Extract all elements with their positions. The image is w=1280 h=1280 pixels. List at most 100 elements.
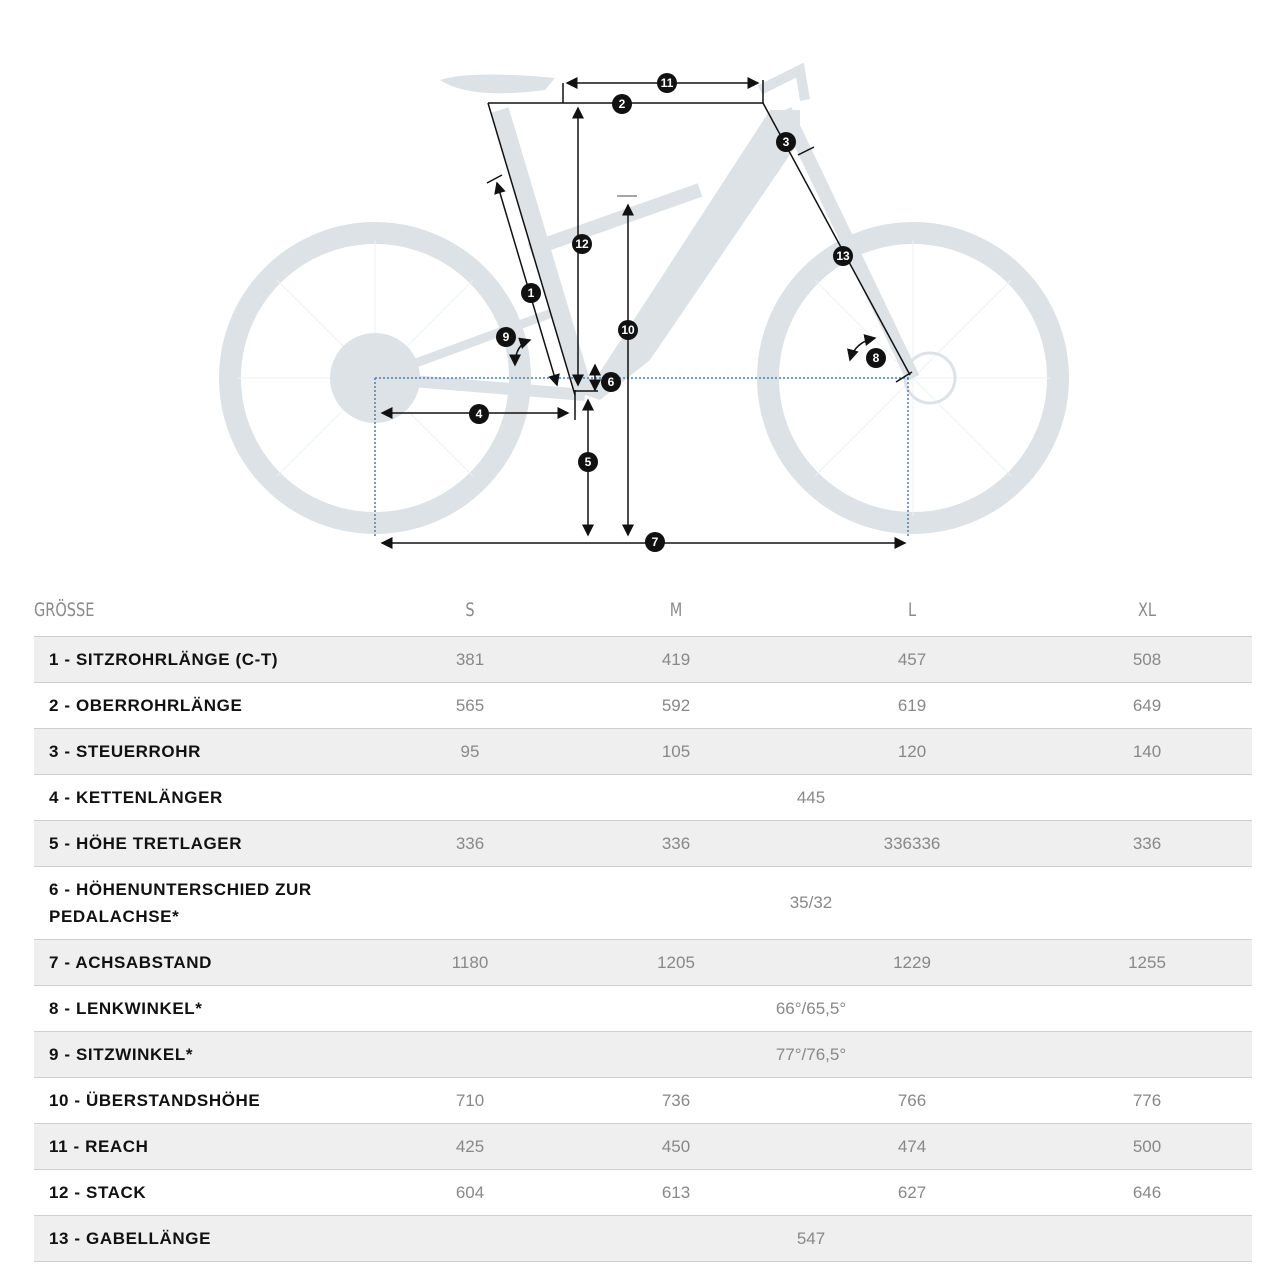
cell-value: 604 [370,1169,570,1216]
svg-text:5: 5 [585,455,592,469]
bike-geometry-diagram: 1 2 3 4 5 6 7 8 9 10 11 12 13 [219,62,1069,552]
svg-text:4: 4 [476,407,483,421]
table-row: 2 - OBERROHRLÄNGE 565 592 619 649 [34,682,1252,729]
cell-value: 457 [782,636,1042,683]
marker-9: 9 [496,327,516,347]
cell-value: 627 [782,1169,1042,1216]
marker-3: 3 [776,132,796,152]
cell-value: 1205 [570,939,782,986]
row-label: 4 - KETTENLÄNGER [34,774,370,821]
cell-value: 474 [782,1123,1042,1170]
cell-value: 1180 [370,939,570,986]
table-row: 7 - ACHSABSTAND 1180 1205 1229 1255 [34,939,1252,986]
size-header-label: GRÖSSE [34,599,95,621]
marker-11: 11 [657,73,677,93]
svg-text:6: 6 [608,375,615,389]
svg-text:11: 11 [661,76,674,90]
size-xl-header: XL [1137,599,1157,621]
table-row: 3 - STEUERROHR 95 105 120 140 [34,728,1252,775]
table-row: 8 - LENKWINKEL* 66°/65,5° [34,985,1252,1032]
marker-2: 2 [612,94,632,114]
table-row: 4 - KETTENLÄNGER 445 [34,774,1252,821]
row-label: 2 - OBERROHRLÄNGE [34,682,370,729]
marker-4: 4 [469,404,489,424]
row-label: 1 - SITZROHRLÄNGE (C-T) [34,636,370,683]
svg-text:8: 8 [873,351,880,365]
cell-value: 613 [570,1169,782,1216]
svg-text:12: 12 [575,237,589,251]
cell-value-all-sizes: 445 [370,774,1252,821]
size-s-header: S [465,599,475,621]
cell-value-all-sizes: 66°/65,5° [370,985,1252,1032]
svg-text:1: 1 [528,286,535,300]
row-label: 11 - REACH [34,1123,370,1170]
cell-value-all-sizes: 77°/76,5° [370,1031,1252,1078]
marker-7: 7 [645,532,665,552]
cell-value: 646 [1042,1169,1252,1216]
cell-value: 1255 [1042,939,1252,986]
svg-text:2: 2 [619,97,626,111]
marker-13: 13 [833,246,853,266]
row-label: 12 - STACK [34,1169,370,1216]
cell-value: 336 [370,820,570,867]
cell-value: 419 [570,636,782,683]
table-row: 9 - SITZWINKEL* 77°/76,5° [34,1031,1252,1078]
row-label: 7 - ACHSABSTAND [34,939,370,986]
table-row: 5 - HÖHE TRETLAGER 336 336 336336 336 [34,820,1252,867]
cell-value: 508 [1042,636,1252,683]
cell-value: 776 [1042,1077,1252,1124]
table-row: 10 - ÜBERSTANDSHÖHE 710 736 766 776 [34,1077,1252,1124]
bike-frame [585,110,800,400]
row-label: 9 - SITZWINKEL* [34,1031,370,1078]
cell-value: 140 [1042,728,1252,775]
cell-value-all-sizes: 35/32 [370,866,1252,940]
row-label: 6 - HÖHENUNTERSCHIED ZUR PEDALACHSE* [34,866,370,940]
cell-value: 450 [570,1123,782,1170]
cell-value: 336336 [782,820,1042,867]
cell-value-all-sizes: 547 [370,1215,1252,1262]
table-row: 6 - HÖHENUNTERSCHIED ZUR PEDALACHSE* 35/3… [34,866,1252,940]
bike-silhouette [219,62,1069,534]
marker-10: 10 [618,320,638,340]
marker-5: 5 [578,452,598,472]
size-m-header: M [669,599,683,621]
svg-text:10: 10 [621,323,635,337]
size-l-header: L [907,599,917,621]
row-label: 3 - STEUERROHR [34,728,370,775]
cell-value: 381 [370,636,570,683]
svg-text:9: 9 [503,330,510,344]
marker-1: 1 [521,283,541,303]
row-label: 5 - HÖHE TRETLAGER [34,820,370,867]
cell-value: 710 [370,1077,570,1124]
cell-value: 95 [370,728,570,775]
table-header: GRÖSSE S M L XL [34,584,1252,637]
geometry-table: GRÖSSE S M L XL 1 - SITZROHRLÄNGE (C-T) 3… [34,584,1252,1262]
cell-value: 120 [782,728,1042,775]
cell-value: 500 [1042,1123,1252,1170]
cell-value: 336 [570,820,782,867]
marker-8: 8 [866,348,886,368]
row-label: 10 - ÜBERSTANDSHÖHE [34,1077,370,1124]
cell-value: 649 [1042,682,1252,729]
row-label: 8 - LENKWINKEL* [34,985,370,1032]
cell-value: 425 [370,1123,570,1170]
svg-text:3: 3 [783,135,790,149]
table-row: 11 - REACH 425 450 474 500 [34,1123,1252,1170]
cell-value: 592 [570,682,782,729]
svg-text:13: 13 [836,249,850,263]
saddle [440,74,555,94]
cell-value: 1229 [782,939,1042,986]
cell-value: 336 [1042,820,1252,867]
table-row: 1 - SITZROHRLÄNGE (C-T) 381 419 457 508 [34,636,1252,683]
marker-6: 6 [601,372,621,392]
cell-value: 766 [782,1077,1042,1124]
marker-12: 12 [572,234,592,254]
row-label: 13 - GABELLÄNGE [34,1215,370,1262]
cell-value: 565 [370,682,570,729]
svg-text:7: 7 [652,535,659,549]
cell-value: 105 [570,728,782,775]
table-row: 13 - GABELLÄNGE 547 [34,1215,1252,1262]
cell-value: 619 [782,682,1042,729]
table-row: 12 - STACK 604 613 627 646 [34,1169,1252,1216]
cell-value: 736 [570,1077,782,1124]
